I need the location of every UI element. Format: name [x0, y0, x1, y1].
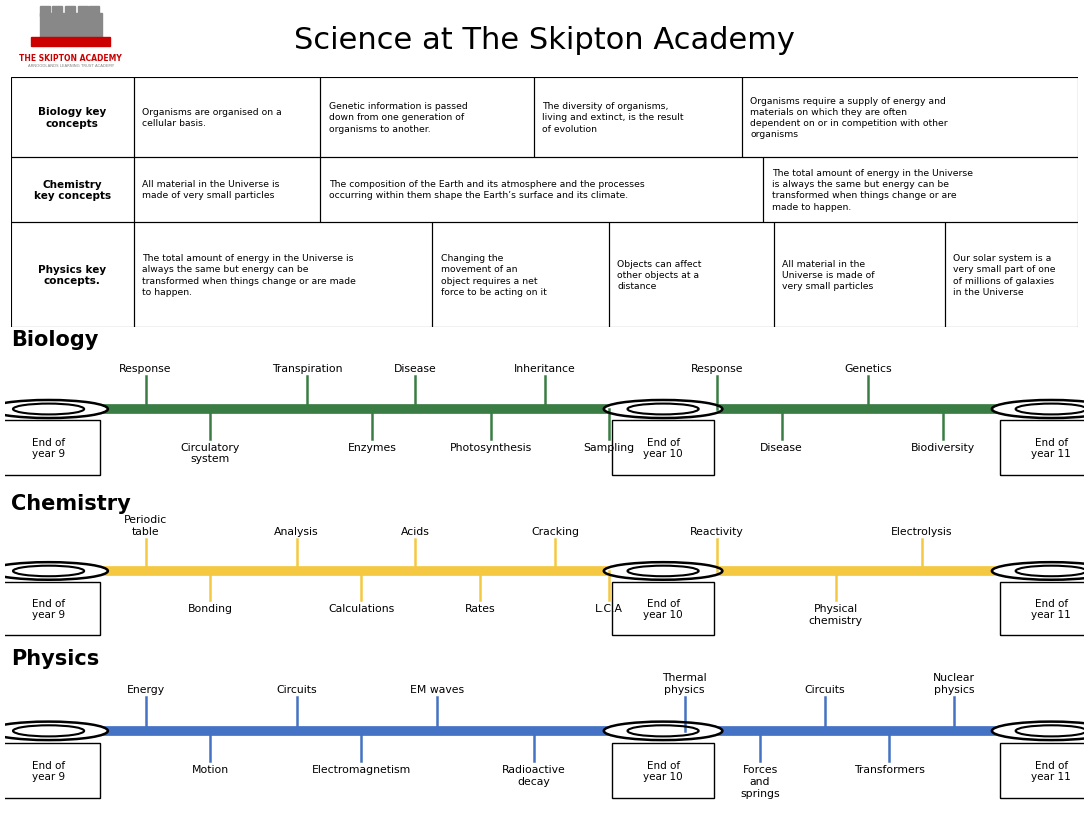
Text: Photosynthesis: Photosynthesis — [450, 442, 531, 452]
Text: Inheritance: Inheritance — [514, 364, 575, 373]
Text: End of
year 9: End of year 9 — [32, 598, 65, 619]
Text: End of
year 11: End of year 11 — [1031, 760, 1072, 781]
Bar — [39, 14, 102, 40]
Text: End of
year 10: End of year 10 — [644, 437, 683, 459]
Circle shape — [0, 722, 108, 740]
Text: Science at The Skipton Academy: Science at The Skipton Academy — [294, 26, 795, 55]
Bar — [774, 223, 944, 328]
Text: Thermal
physics: Thermal physics — [662, 672, 707, 694]
Text: Reactivity: Reactivity — [690, 526, 744, 536]
Bar — [78, 7, 88, 16]
Text: Physics key
concepts.: Physics key concepts. — [38, 265, 107, 286]
Text: Physics: Physics — [11, 649, 99, 668]
Text: Circulatory
system: Circulatory system — [181, 442, 240, 464]
Bar — [89, 7, 99, 16]
Circle shape — [603, 400, 722, 419]
Text: Forces
and
springs: Forces and springs — [741, 765, 780, 798]
Text: Response: Response — [120, 364, 172, 373]
Text: Periodic
table: Periodic table — [124, 514, 168, 536]
Text: Analysis: Analysis — [274, 526, 319, 536]
Text: End of
year 11: End of year 11 — [1031, 437, 1072, 459]
Text: The composition of the Earth and its atmosphere and the processes
occurring with: The composition of the Earth and its atm… — [329, 180, 645, 201]
Bar — [320, 158, 763, 223]
Circle shape — [0, 400, 108, 419]
Text: Changing the
movement of an
object requires a net
force to be acting on it: Changing the movement of an object requi… — [441, 254, 547, 296]
Text: Genetics: Genetics — [844, 364, 892, 373]
Circle shape — [992, 722, 1089, 740]
Bar — [742, 78, 1078, 158]
Text: Circuits: Circuits — [805, 684, 845, 694]
Text: End of
year 10: End of year 10 — [644, 598, 683, 619]
Text: End of
year 11: End of year 11 — [1031, 598, 1072, 619]
Text: End of
year 9: End of year 9 — [32, 760, 65, 781]
Bar — [320, 78, 534, 158]
Text: Response: Response — [690, 364, 744, 373]
Text: Genetic information is passed
down from one generation of
organisms to another.: Genetic information is passed down from … — [329, 102, 467, 133]
Circle shape — [992, 400, 1089, 419]
Text: Electromagnetism: Electromagnetism — [311, 765, 411, 775]
Text: THE SKIPTON ACADEMY: THE SKIPTON ACADEMY — [20, 54, 122, 63]
Text: Chemistry: Chemistry — [11, 493, 131, 513]
Text: Transpiration: Transpiration — [272, 364, 343, 373]
Text: The diversity of organisms,
living and extinct, is the result
of evolution: The diversity of organisms, living and e… — [542, 102, 684, 133]
Text: Sampling: Sampling — [584, 442, 635, 452]
Bar — [944, 223, 1078, 328]
Text: ARNOODLANDS LEARNING TRUST ACADEMY: ARNOODLANDS LEARNING TRUST ACADEMY — [27, 64, 114, 68]
Text: Calculations: Calculations — [328, 603, 394, 613]
Text: Energy: Energy — [126, 684, 164, 694]
Text: Physical
chemistry: Physical chemistry — [809, 603, 862, 625]
Text: Electrolysis: Electrolysis — [891, 526, 953, 536]
Bar — [11, 78, 134, 158]
Bar — [134, 158, 320, 223]
Text: EM waves: EM waves — [409, 684, 464, 694]
Text: Disease: Disease — [760, 442, 803, 452]
Bar — [32, 38, 110, 47]
Bar — [39, 7, 50, 16]
Text: End of
year 9: End of year 9 — [32, 437, 65, 459]
Text: Biology key
concepts: Biology key concepts — [38, 107, 107, 129]
Bar — [65, 7, 75, 16]
Circle shape — [603, 722, 722, 740]
Text: Enzymes: Enzymes — [347, 442, 396, 452]
Circle shape — [603, 563, 722, 580]
Text: Cracking: Cracking — [531, 526, 579, 536]
Text: All material in the Universe is
made of very small particles: All material in the Universe is made of … — [143, 180, 280, 201]
Text: L.C.A: L.C.A — [596, 603, 623, 613]
Bar — [432, 223, 609, 328]
Bar — [11, 158, 134, 223]
Bar — [609, 223, 774, 328]
Text: Transformers: Transformers — [854, 765, 925, 775]
Text: Chemistry
key concepts: Chemistry key concepts — [34, 179, 111, 201]
Text: Organisms require a supply of energy and
materials on which they are often
depen: Organisms require a supply of energy and… — [750, 97, 949, 139]
Bar — [763, 158, 1078, 223]
Text: Acids: Acids — [401, 526, 429, 536]
Text: Objects can affect
other objects at a
distance: Objects can affect other objects at a di… — [617, 260, 701, 291]
Text: Rates: Rates — [465, 603, 495, 613]
Bar — [52, 7, 62, 16]
Text: The total amount of energy in the Universe is
always the same but energy can be
: The total amount of energy in the Univer… — [143, 254, 356, 296]
Text: Organisms are organised on a
cellular basis.: Organisms are organised on a cellular ba… — [143, 108, 282, 128]
Bar — [11, 223, 134, 328]
Bar — [134, 78, 320, 158]
Text: Motion: Motion — [192, 765, 229, 775]
Circle shape — [992, 563, 1089, 580]
Text: Nuclear
physics: Nuclear physics — [933, 672, 975, 694]
Text: Biodiversity: Biodiversity — [911, 442, 976, 452]
Text: Bonding: Bonding — [187, 603, 233, 613]
Text: Circuits: Circuits — [277, 684, 317, 694]
Text: Radioactive
decay: Radioactive decay — [502, 765, 565, 786]
Text: Biology: Biology — [11, 329, 98, 349]
Bar — [534, 78, 742, 158]
Bar — [134, 223, 432, 328]
Circle shape — [0, 563, 108, 580]
Text: End of
year 10: End of year 10 — [644, 760, 683, 781]
Text: Our solar system is a
very small part of one
of millions of galaxies
in the Univ: Our solar system is a very small part of… — [953, 254, 1055, 296]
Text: The total amount of energy in the Universe
is always the same but energy can be
: The total amount of energy in the Univer… — [772, 169, 972, 211]
Text: Disease: Disease — [394, 364, 437, 373]
Text: All material in the
Universe is made of
very small particles: All material in the Universe is made of … — [783, 260, 874, 291]
